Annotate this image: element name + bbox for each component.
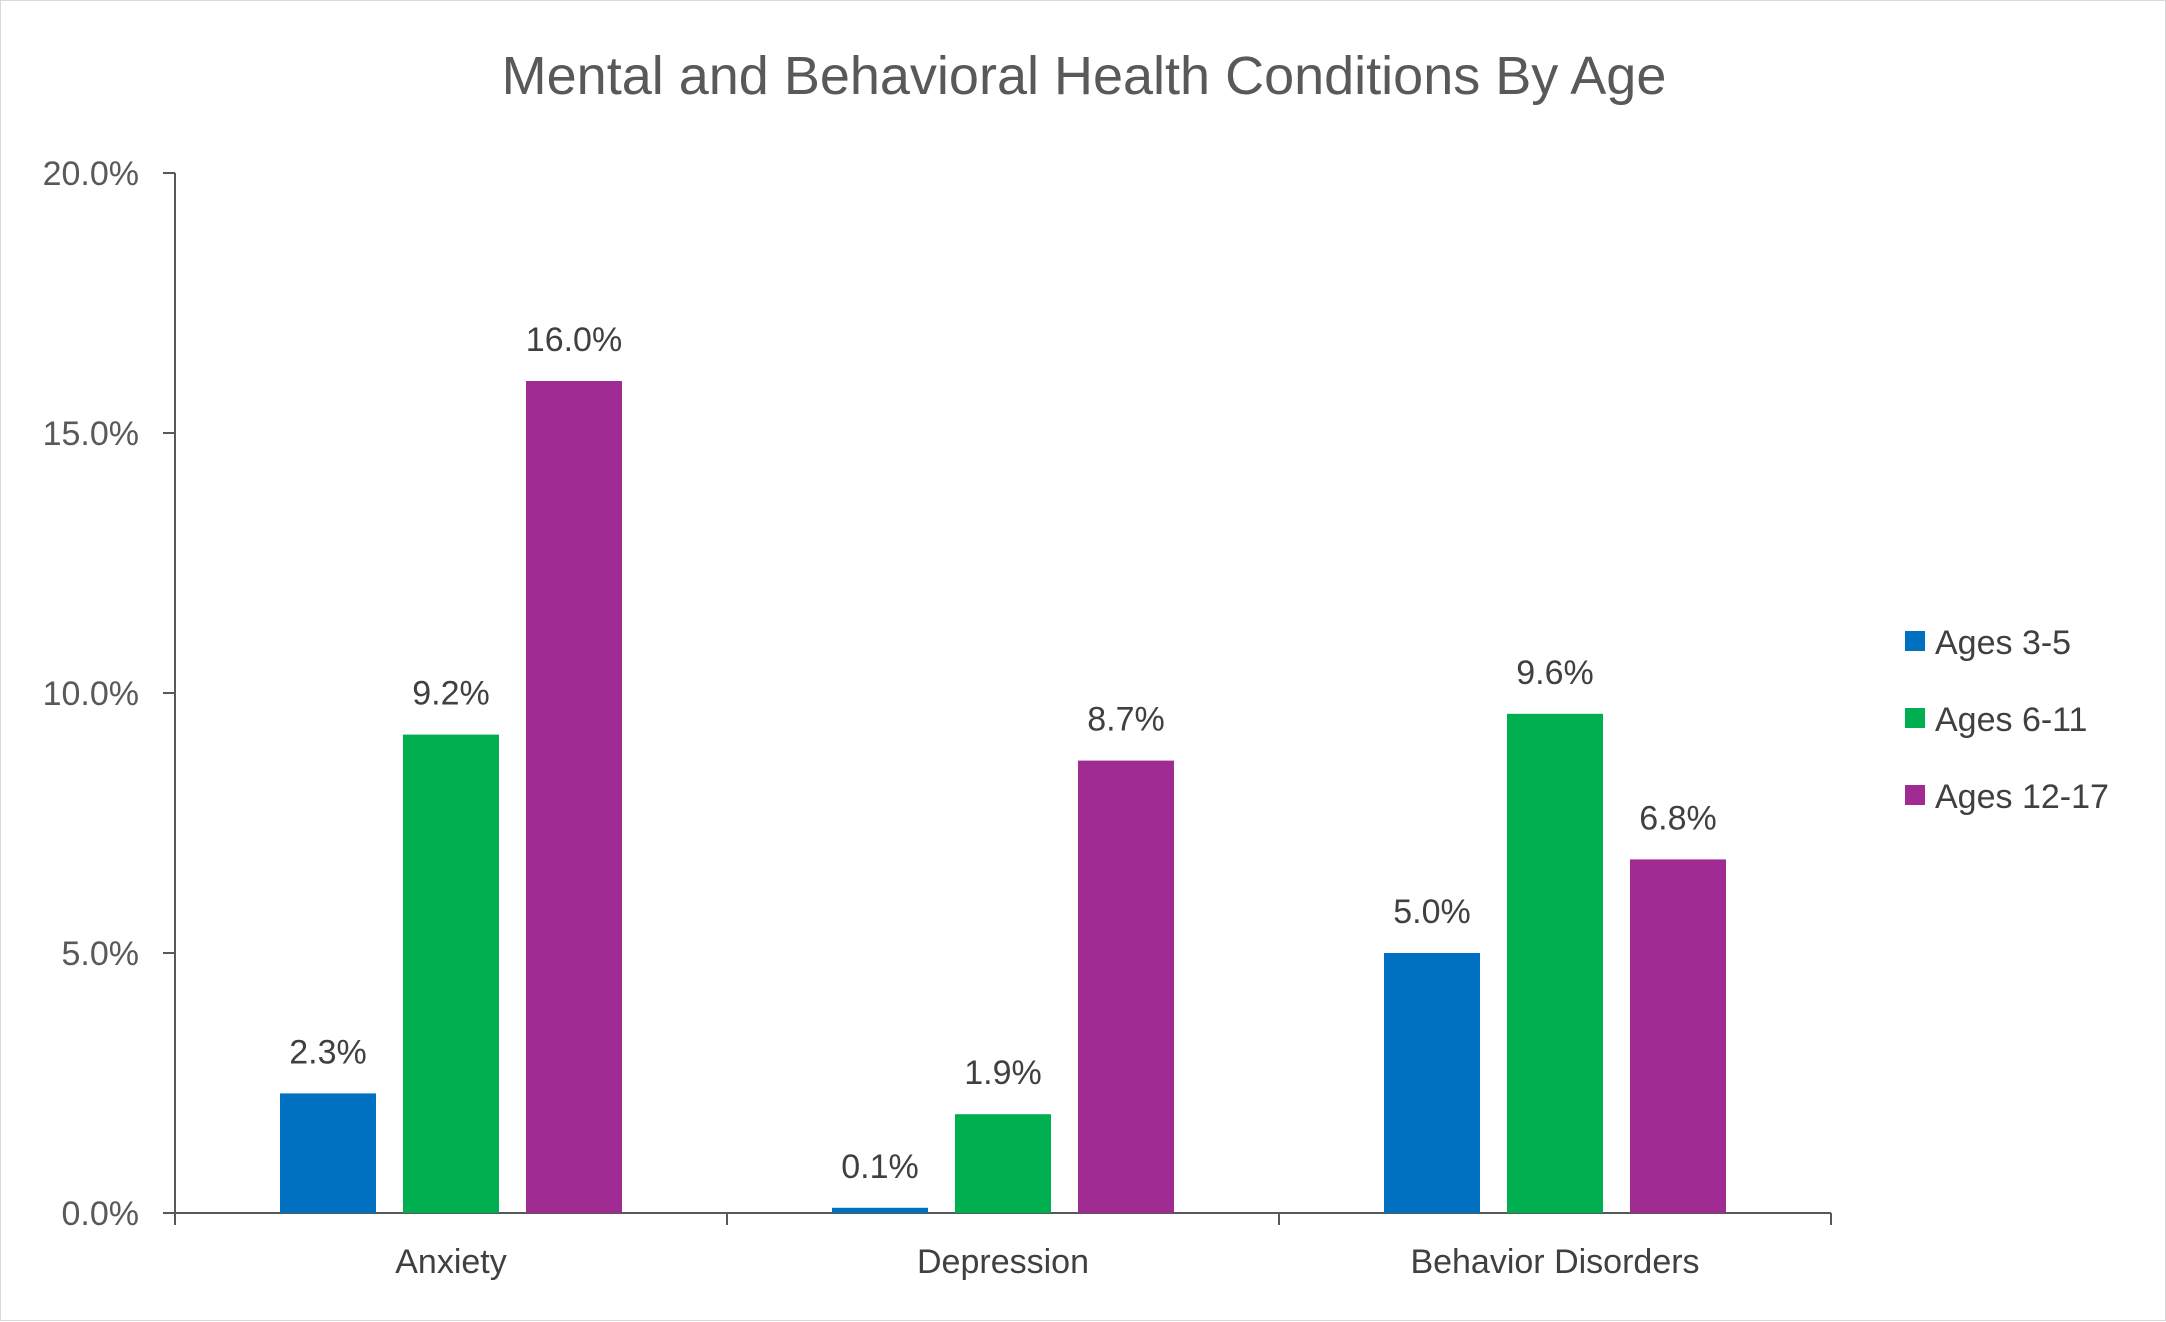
chart-title: Mental and Behavioral Health Conditions …: [502, 46, 1667, 106]
y-axis: 0.0% 5.0% 10.0% 15.0% 20.0%: [43, 155, 176, 1233]
bar: [1078, 760, 1174, 1213]
data-label: 16.0%: [526, 321, 622, 359]
data-label: 2.3%: [289, 1033, 367, 1071]
x-category-label: Anxiety: [395, 1243, 507, 1281]
data-label: 6.8%: [1639, 799, 1717, 837]
legend-swatch: [1905, 785, 1925, 805]
bar: [832, 1207, 928, 1213]
legend-label: Ages 12-17: [1935, 778, 2109, 816]
data-label: 5.0%: [1393, 893, 1471, 931]
legend-swatch: [1905, 631, 1925, 651]
data-label: 9.6%: [1516, 654, 1594, 692]
data-label: 9.2%: [412, 675, 490, 713]
legend-label: Ages 3-5: [1935, 624, 2071, 662]
y-tick-label: 5.0%: [62, 935, 140, 973]
data-label: 0.1%: [841, 1148, 919, 1186]
data-label: 8.7%: [1087, 701, 1165, 739]
bar: [1507, 713, 1603, 1213]
y-tick-label: 15.0%: [43, 415, 139, 453]
legend: Ages 3-5 Ages 6-11 Ages 12-17: [1905, 624, 2109, 816]
bar: [955, 1114, 1051, 1213]
bar: [280, 1093, 376, 1213]
data-label: 1.9%: [964, 1054, 1042, 1092]
x-axis: Anxiety Depression Behavior Disorders: [174, 1212, 1832, 1281]
data-labels: 2.3% 9.2% 16.0% 0.1% 1.9% 8.7% 5.0% 9.6% 6.8%: [289, 321, 1717, 1186]
bar: [526, 381, 622, 1213]
y-tick-label: 0.0%: [62, 1195, 140, 1233]
bars: [280, 381, 1726, 1213]
bar: [403, 734, 499, 1213]
legend-swatch: [1905, 708, 1925, 728]
legend-label: Ages 6-11: [1935, 701, 2087, 739]
bar: [1384, 953, 1480, 1213]
y-tick-label: 10.0%: [43, 675, 139, 713]
bar: [1630, 859, 1726, 1213]
x-category-label: Depression: [917, 1243, 1089, 1281]
x-category-label: Behavior Disorders: [1410, 1243, 1699, 1281]
y-tick-label: 20.0%: [43, 155, 139, 193]
